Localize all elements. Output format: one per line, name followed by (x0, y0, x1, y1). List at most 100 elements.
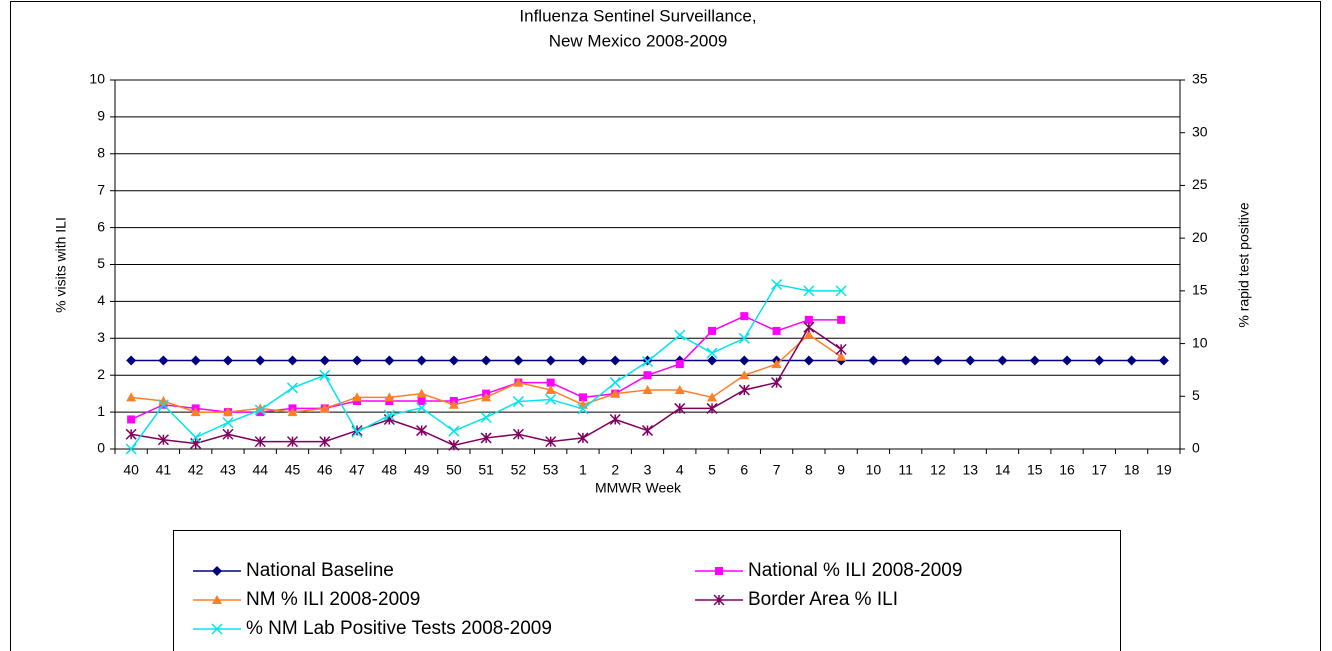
marker (610, 355, 621, 366)
marker (319, 436, 331, 448)
marker (383, 409, 395, 421)
marker (643, 371, 652, 380)
marker (740, 312, 749, 321)
y-axis-label: % visits with ILI (53, 217, 69, 313)
legend-label: NM % ILI 2008-2009 (246, 589, 420, 610)
marker (417, 397, 426, 406)
marker (287, 407, 298, 417)
y2-tick-label: 30 (1192, 123, 1208, 139)
marker (674, 329, 686, 341)
marker (222, 417, 234, 429)
marker (804, 315, 813, 324)
y2-tick-label: 20 (1192, 229, 1208, 245)
marker (448, 399, 459, 409)
y2-tick-label: 25 (1192, 176, 1208, 192)
x-tick-label: 12 (930, 462, 946, 478)
marker (352, 355, 363, 366)
marker (416, 402, 428, 414)
y-tick-label: 3 (97, 329, 105, 345)
x-tick-label: 6 (740, 462, 748, 478)
chart-border (10, 1, 1321, 651)
x-axis-label: MMWR Week (595, 480, 682, 496)
marker (190, 355, 201, 366)
marker (448, 355, 459, 366)
series-line (131, 326, 842, 447)
marker (706, 347, 718, 359)
marker (674, 402, 686, 414)
marker (772, 326, 781, 335)
marker (708, 326, 717, 335)
x-tick-label: 40 (123, 462, 139, 478)
x-tick-label: 47 (349, 462, 365, 478)
marker (545, 384, 556, 394)
y-tick-label: 2 (97, 366, 105, 382)
y2-tick-label: 15 (1192, 282, 1208, 298)
marker (706, 402, 718, 414)
marker (416, 388, 427, 398)
marker (211, 623, 223, 635)
marker (1126, 355, 1137, 366)
series-line (130, 283, 842, 450)
marker (481, 392, 492, 402)
marker (126, 355, 137, 366)
marker (255, 355, 266, 366)
x-tick-label: 45 (285, 462, 301, 478)
x-tick-label: 17 (1092, 462, 1108, 478)
marker (739, 355, 750, 366)
marker (512, 428, 524, 440)
marker (1094, 355, 1105, 366)
series-line (130, 315, 842, 421)
y-tick-label: 4 (97, 292, 105, 308)
marker (480, 411, 492, 423)
x-tick-label: 7 (773, 462, 781, 478)
marker (771, 279, 783, 291)
x-tick-label: 2 (611, 462, 619, 478)
marker (319, 403, 330, 413)
marker (642, 384, 653, 394)
x-tick-label: 15 (1027, 462, 1043, 478)
x-tick-label: 1 (579, 462, 587, 478)
marker (546, 378, 555, 387)
marker (577, 403, 589, 415)
marker (675, 360, 684, 369)
marker (351, 426, 363, 438)
y2-tick-label: 0 (1192, 440, 1200, 456)
x-tick-label: 49 (414, 462, 430, 478)
marker (255, 403, 266, 413)
legend-label: % NM Lab Positive Tests 2008-2009 (246, 618, 552, 639)
marker (513, 355, 524, 366)
marker (448, 439, 460, 451)
marker (319, 355, 330, 366)
marker (1062, 355, 1073, 366)
legend-label: Border Area % ILI (748, 589, 898, 610)
marker (707, 392, 718, 402)
marker (641, 425, 654, 437)
x-tick-label: 41 (156, 462, 172, 478)
marker (416, 355, 427, 366)
marker (545, 436, 557, 448)
marker (837, 315, 846, 324)
marker (578, 393, 587, 402)
marker (577, 355, 588, 366)
marker (900, 355, 911, 366)
marker (545, 393, 557, 405)
marker (513, 377, 524, 387)
marker (222, 355, 233, 366)
marker (997, 355, 1008, 366)
marker (222, 407, 233, 417)
legend-label: National Baseline (246, 560, 394, 581)
marker (771, 377, 783, 389)
marker (738, 332, 750, 344)
marker (609, 377, 621, 389)
marker (739, 370, 750, 380)
marker (577, 432, 589, 444)
marker (157, 434, 169, 446)
marker (512, 396, 524, 408)
marker (384, 355, 395, 366)
legend-label: National % ILI 2008-2009 (748, 560, 962, 581)
y-tick-label: 5 (97, 255, 105, 271)
marker (222, 428, 234, 440)
x-tick-label: 5 (708, 462, 716, 478)
marker (835, 285, 847, 297)
